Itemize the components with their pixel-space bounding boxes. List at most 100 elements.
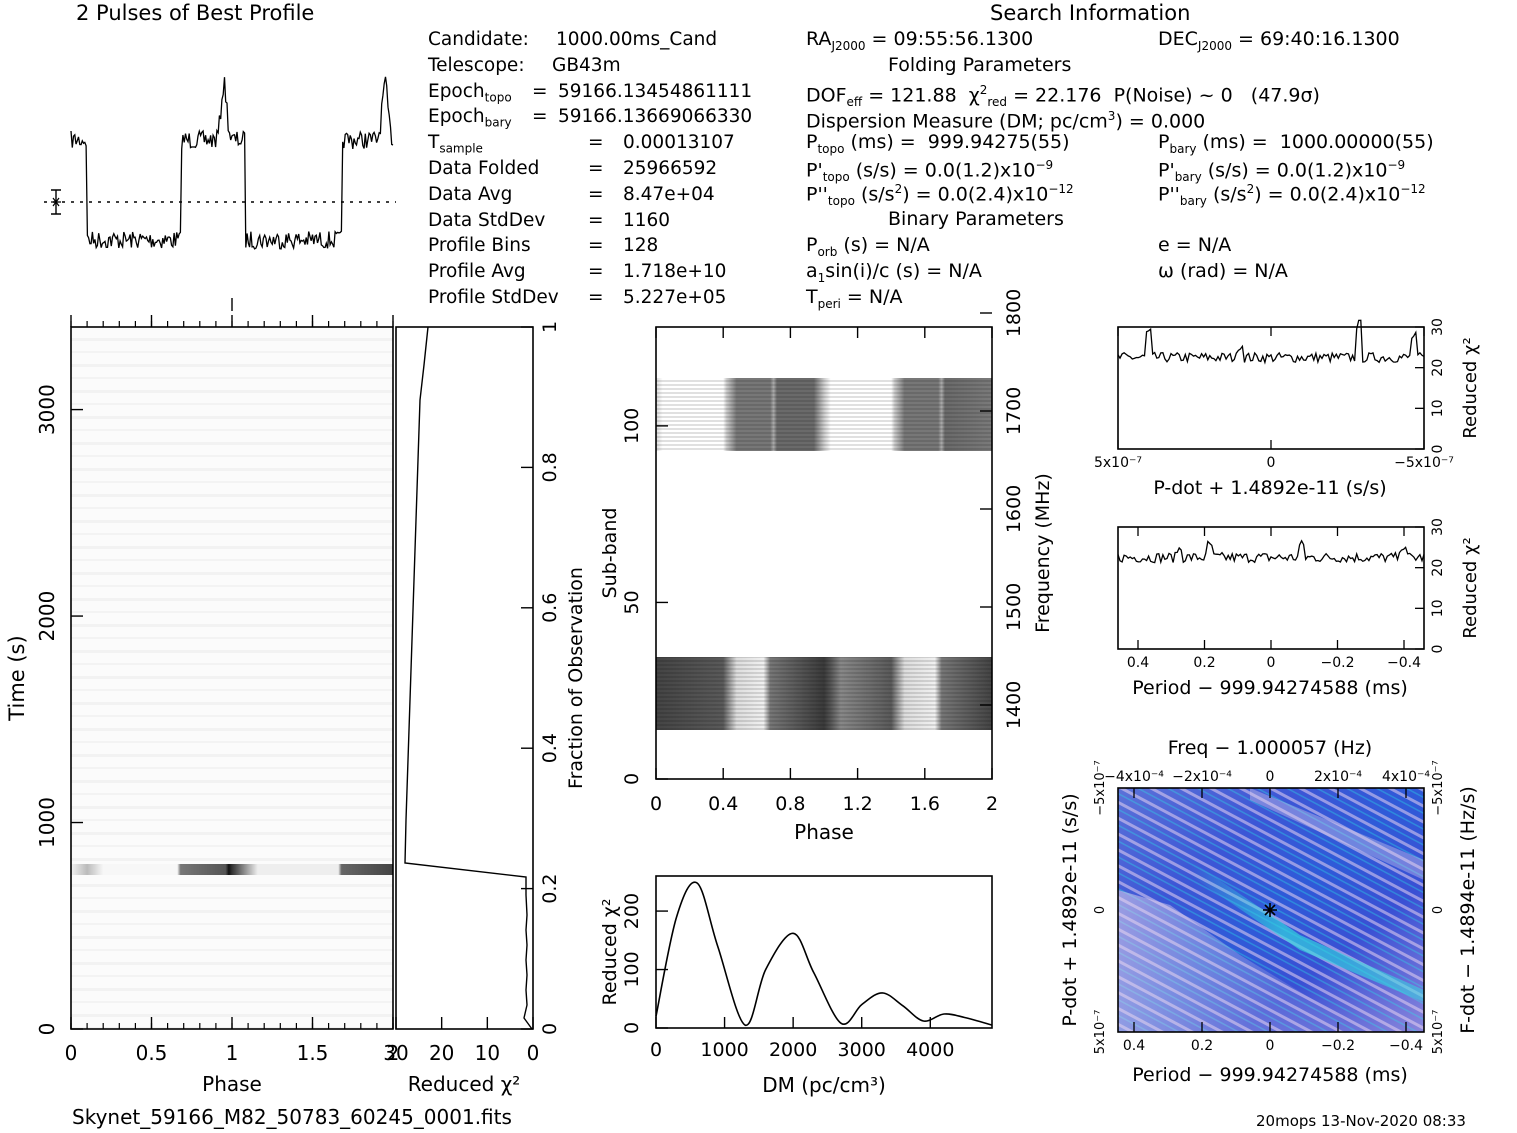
dof-chi2-value: DOFeff = 121.88 χ2red = 22.176 P(Noise) … — [806, 83, 1320, 110]
tp-ytick-label: 1000 — [35, 797, 59, 848]
time-phase-ylabel: Time (s) — [5, 635, 29, 721]
ppdot-ylabel: P-dot + 1.4892e-11 (s/s) — [1059, 793, 1081, 1026]
pdot-ylabel: Reduced χ² — [1460, 337, 1481, 438]
tp-xtick-label: 1 — [226, 1041, 239, 1065]
subband-xlabel: Phase — [794, 820, 854, 844]
ppdot-ylabel-right: F-dot − 1.4894e-11 (Hz/s) — [1457, 786, 1479, 1034]
profile-avg-row: Profile Avg = 1.718e+10 — [428, 261, 727, 283]
pdot-topo-value: P'topo (s/s) = 0.0(1.2)x10−9 — [806, 158, 1054, 185]
ppdot-xlabel: Period − 999.94274588 (ms) — [1132, 1064, 1408, 1086]
epoch-topo-row: Epochtopo = 59166.13454861111 — [428, 80, 753, 105]
chi2-fraction-curve — [404, 326, 533, 1030]
omega-value: ω (rad) = N/A — [1158, 260, 1288, 282]
small-xtick-label: 0 — [1267, 655, 1276, 671]
small-ytick-label: 0 — [1430, 445, 1446, 454]
small-xtick-label: 0.4 — [1127, 655, 1149, 671]
ppdot-ridge — [1190, 860, 1424, 1002]
ppdot-title: Freq − 1.000057 (Hz) — [1168, 737, 1372, 759]
profile-plot — [44, 76, 396, 251]
ra-value: RAJ2000 = 09:55:56.1300 — [806, 28, 1034, 53]
tp-ytick-label: 0 — [35, 1023, 59, 1036]
small-xtick-label: −5x10⁻⁷ — [1394, 455, 1454, 471]
sb-xtick-label: 1.2 — [842, 793, 872, 815]
period-chi2-plot: 0.4 0.2 0 −0.2 −0.4 0 10 20 30 Period − 999.9427… — [1117, 518, 1481, 699]
sb-ytick-label: 100 — [621, 408, 643, 444]
chi-xtick-label: 0 — [527, 1041, 540, 1065]
dm-xtick-label: 3000 — [838, 1039, 886, 1061]
period-xlabel: Period − 999.94274588 (ms) — [1132, 677, 1408, 699]
chi2-fraction-xlabel: Reduced χ² — [408, 1072, 521, 1096]
ppdot-plane-plot: 0.4 0.2 0 −0.2 −0.4 −4x10⁻⁴ −2x10⁻⁴ 0 2x10⁻⁴ 4x10… — [1059, 737, 1479, 1086]
epoch-bary-row: Epochbary = 59166.13669066330 — [428, 106, 753, 131]
profile-bins-row: Profile Bins = 128 — [428, 235, 659, 257]
ppd-xtick-label: 0 — [1266, 1038, 1275, 1054]
dm-chi2-plot: 0 1000 2000 3000 4000 0 100 200 DM (pc/cm³) Red… — [599, 875, 993, 1097]
tsample-row: Tsample = 0.00013107 — [428, 132, 735, 156]
ppd-xtick-top-label: −2x10⁻⁴ — [1172, 769, 1232, 785]
candidate-info-table: Candidate: 1000.00ms_Cand Telescope: GB43m… — [428, 27, 788, 311]
tp-xtick-label: 0.5 — [136, 1041, 168, 1065]
dm-xtick-label: 0 — [650, 1039, 662, 1061]
time-phase-xlabel: Phase — [202, 1072, 262, 1096]
subband-ylabel-right: Frequency (MHz) — [1032, 473, 1054, 633]
dec-value: DECJ2000 = 69:40:16.1300 — [1158, 28, 1400, 53]
pdot-bary-value: P'bary (s/s) = 0.0(1.2)x10−9 — [1158, 158, 1406, 185]
dm-xtick-label: 4000 — [906, 1039, 954, 1061]
ppd-ytick-right-label: −5x10⁻⁷ — [1431, 760, 1446, 815]
ppd-xtick-label: −0.4 — [1389, 1038, 1423, 1054]
telescope-row: Telescope: GB43m — [428, 54, 621, 76]
profile-errorbar-star — [51, 197, 61, 207]
small-ytick-label: 10 — [1430, 599, 1446, 617]
dm-value: Dispersion Measure (DM; pc/cm3) = 0.000 — [806, 109, 1206, 133]
ppd-xtick-top-label: 4x10⁻⁴ — [1382, 769, 1430, 785]
dm-xlabel: DM (pc/cm³) — [762, 1073, 886, 1097]
dm-xtick-label: 2000 — [769, 1039, 817, 1061]
chi2-fraction-plot: 30 20 10 0 0 0.2 0.4 0.6 0.8 1 Reduced χ² Fractio… — [383, 321, 587, 1096]
ppd-ytick-right-label: 5x10⁻⁷ — [1431, 1010, 1446, 1055]
sb-xtick-label: 0.4 — [708, 793, 738, 815]
porb-value: Porb (s) = N/A — [806, 234, 930, 259]
profile-stddev-row: Profile StdDev = 5.227e+05 — [428, 286, 727, 308]
chi-ytick-label: 1 — [539, 321, 561, 333]
ppd-xtick-top-label: 2x10⁻⁴ — [1314, 769, 1362, 785]
small-ytick-label: 20 — [1430, 559, 1446, 577]
filename-label: Skynet_59166_M82_50783_60245_0001.fits — [72, 1105, 512, 1129]
search-info-title: Search Information — [990, 1, 1191, 25]
sb-ytick-right-label: 1700 — [1003, 387, 1025, 435]
ppd-ytick-right-label: 0 — [1431, 906, 1446, 914]
ppd-xtick-label: 0.2 — [1191, 1038, 1213, 1054]
subband-ylabel: Sub-band — [599, 508, 621, 599]
sb-xtick-label: 1.6 — [910, 793, 940, 815]
period-chi2-curve — [1117, 539, 1425, 565]
ppd-ytick-label: −5x10⁻⁷ — [1093, 760, 1108, 815]
tperi-value: Tperi = N/A — [806, 286, 903, 311]
ppd-ytick-label: 5x10⁻⁷ — [1093, 1010, 1108, 1055]
tp-xtick-label: 2 — [387, 1041, 400, 1065]
data-stddev-row: Data StdDev = 1160 — [428, 209, 671, 231]
sb-ytick-right-label: 1400 — [1003, 681, 1025, 729]
dm-ylabel: Reduced χ² — [599, 899, 621, 1006]
chi-ytick-label: 0.2 — [539, 873, 561, 903]
ppd-xtick-top-label: 0 — [1266, 769, 1275, 785]
small-xtick-label: −0.2 — [1321, 655, 1355, 671]
chi-xtick-label: 10 — [475, 1041, 500, 1065]
ecc-value: e = N/A — [1158, 234, 1232, 256]
chi-ytick-label: 0 — [539, 1023, 561, 1035]
timestamp-label: 20mops 13-Nov-2020 08:33 — [1256, 1112, 1466, 1130]
data-folded-row: Data Folded = 25966592 — [428, 157, 718, 179]
profile-title: 2 Pulses of Best Profile — [76, 1, 315, 25]
bright-time-row — [71, 864, 393, 875]
chi2-fraction-ylabel: Fraction of Observation — [565, 567, 587, 789]
binary-params-title: Binary Parameters — [888, 208, 1064, 230]
dm-ytick-label: 200 — [621, 893, 643, 929]
ppdot-pale-region — [1118, 890, 1360, 1032]
small-ytick-label: 30 — [1430, 318, 1446, 336]
sb-ytick-right-label: 1800 — [1003, 289, 1025, 337]
sb-ytick-label: 0 — [621, 773, 643, 785]
chi-ytick-label: 0.8 — [539, 452, 561, 482]
p-bary-value: Pbary (ms) = 1000.00000(55) — [1158, 131, 1434, 156]
tp-xtick-label: 0 — [65, 1041, 78, 1065]
small-ytick-label: 20 — [1430, 359, 1446, 377]
